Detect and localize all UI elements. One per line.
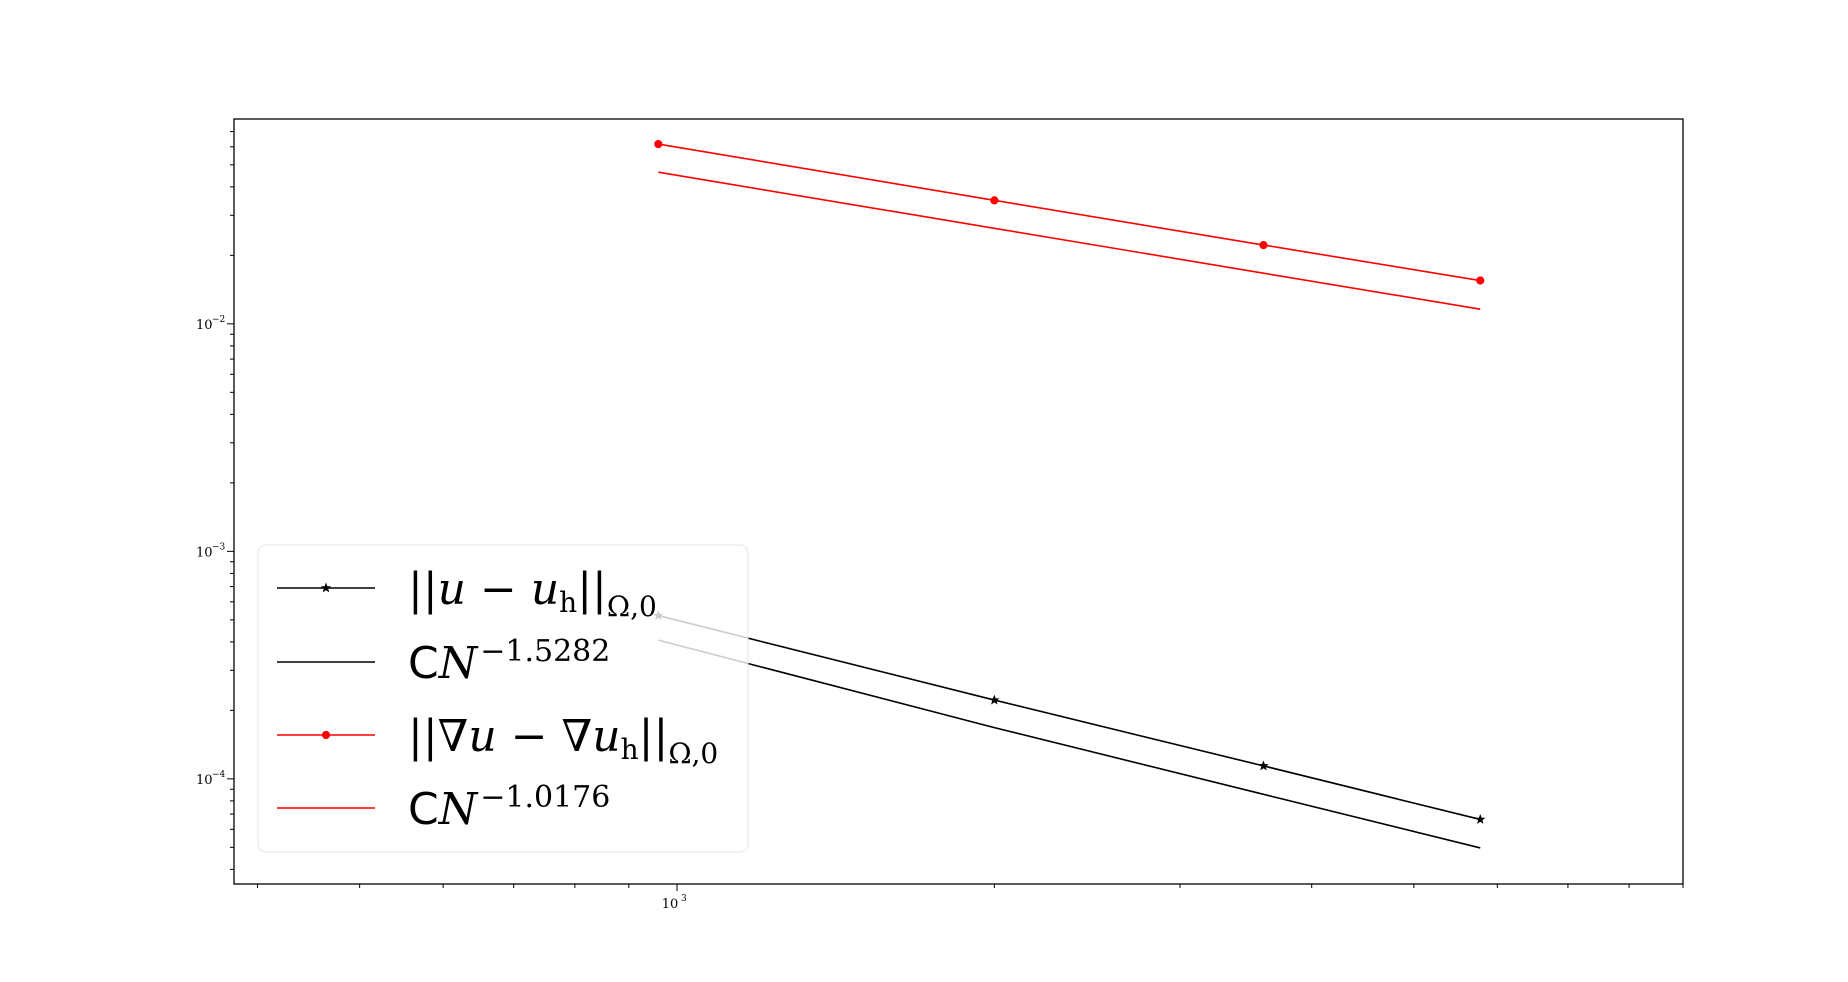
legend-entry-4: CN −1.0176 [277,780,610,835]
y-tick-label: 10 [196,545,213,560]
legend-label: CN −1.0176 [408,780,610,835]
y-tick-label-exponent: −2 [212,315,225,325]
y-tick-label: 10 [196,773,213,788]
data-point-marker [990,196,999,205]
x-tick-label: 10 [662,897,679,912]
data-point-marker [320,582,332,593]
data-point-marker [321,730,331,740]
series-3 [654,139,1485,285]
data-point-marker [1476,276,1485,285]
axes-frame [233,118,1684,885]
legend-entry-1: ||u − uh||Ω,0 [277,564,657,623]
series-2 [658,639,1481,849]
series-layer [653,139,1486,849]
series-1 [653,610,1486,824]
data-point-marker [1475,814,1486,824]
plot-area: 10 310 −210 −310 −4 [196,131,1684,912]
x-tick-label-exponent: 3 [681,894,687,904]
legend-label: ||∇u − ∇uh||Ω,0 [408,711,718,770]
data-point-marker [654,139,663,149]
y-tick-label-exponent: −3 [212,542,226,552]
data-point-marker [989,694,1000,705]
legend-entry-3: ||∇u − ∇uh||Ω,0 [277,711,718,770]
series-line [658,143,1481,282]
legend-entry-2: CN −1.5282 [277,634,610,689]
series-4 [658,171,1481,310]
data-point-marker [1258,760,1269,771]
series-line [658,614,1481,821]
legend-label: ||u − uh||Ω,0 [408,564,657,623]
legend-label: CN −1.5282 [408,634,610,689]
series-line [658,639,1481,849]
y-tick-label: 10 [196,318,213,333]
legend: ||u − uh||Ω,0 CN −1.5282 ||∇u − ∇uh||Ω,0 CN −… [257,544,749,853]
legend-box [257,544,749,853]
data-point-marker [1259,240,1268,250]
series-line [658,171,1481,310]
y-tick-label-exponent: −4 [212,770,226,780]
